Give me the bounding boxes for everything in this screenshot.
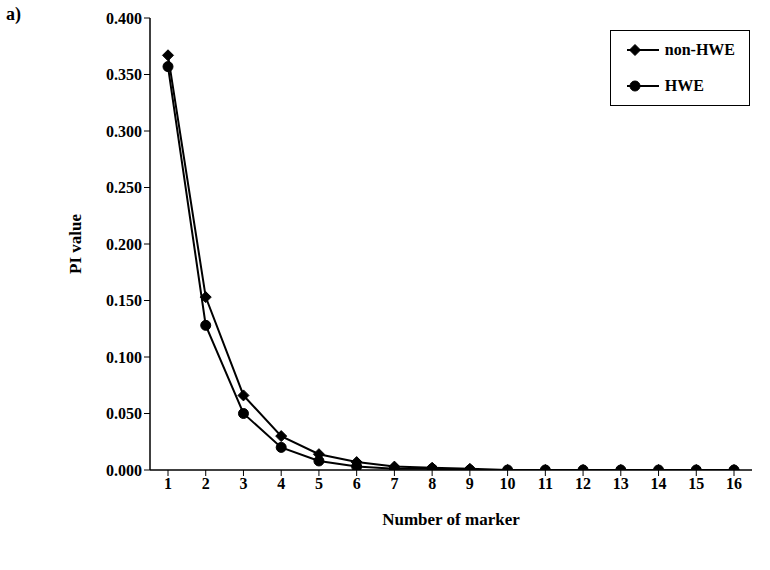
svg-text:3: 3 <box>239 475 247 492</box>
svg-text:0.200: 0.200 <box>106 236 142 253</box>
svg-text:6: 6 <box>353 475 361 492</box>
svg-text:10: 10 <box>500 475 516 492</box>
svg-text:0.000: 0.000 <box>106 462 142 479</box>
svg-text:2: 2 <box>202 475 210 492</box>
html-text:a): a) <box>6 4 21 24</box>
svg-text:PI value: PI value <box>66 214 85 274</box>
svg-text:5: 5 <box>315 475 323 492</box>
svg-text:14: 14 <box>651 475 667 492</box>
html-text:non-HWE: non-HWE <box>664 41 735 58</box>
svg-text:7: 7 <box>390 475 398 492</box>
html-text:HWE: HWE <box>664 77 704 94</box>
svg-text:13: 13 <box>613 475 629 492</box>
svg-text:0.350: 0.350 <box>106 66 142 83</box>
svg-text:0.300: 0.300 <box>106 123 142 140</box>
svg-text:1: 1 <box>164 475 172 492</box>
svg-text:Number of marker: Number of marker <box>382 510 520 529</box>
svg-text:12: 12 <box>575 475 591 492</box>
svg-text:0.050: 0.050 <box>106 405 142 422</box>
svg-text:9: 9 <box>466 475 474 492</box>
svg-text:0.150: 0.150 <box>106 292 142 309</box>
svg-text:15: 15 <box>688 475 704 492</box>
svg-text:8: 8 <box>428 475 436 492</box>
svg-text:11: 11 <box>538 475 553 492</box>
svg-text:0.100: 0.100 <box>106 349 142 366</box>
svg-text:4: 4 <box>277 475 285 492</box>
svg-text:0.400: 0.400 <box>106 10 142 27</box>
svg-text:16: 16 <box>726 475 742 492</box>
svg-text:0.250: 0.250 <box>106 179 142 196</box>
